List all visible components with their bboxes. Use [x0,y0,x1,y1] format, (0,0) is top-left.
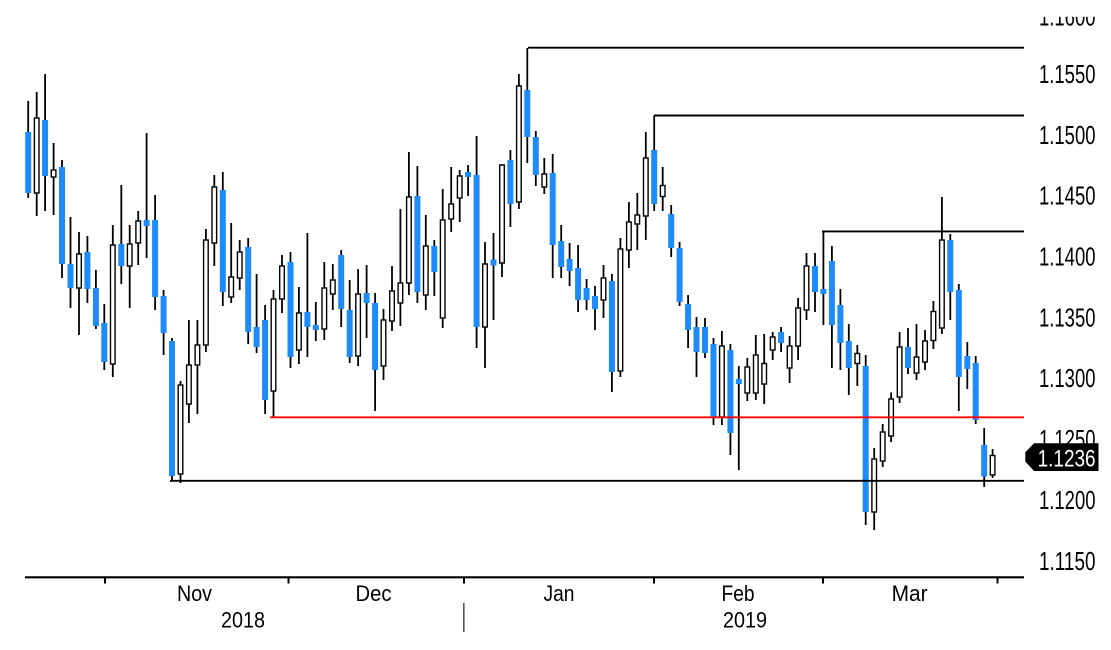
svg-text:1.1350: 1.1350 [1039,304,1096,332]
svg-text:Jan: Jan [544,581,575,606]
svg-text:1.1500: 1.1500 [1039,122,1096,150]
svg-text:Dec: Dec [356,581,392,606]
svg-text:Nov: Nov [177,581,212,606]
svg-text:1.1236: 1.1236 [1038,446,1096,473]
svg-text:2019: 2019 [723,608,767,633]
svg-text:1.1200: 1.1200 [1039,487,1096,515]
svg-text:1.1400: 1.1400 [1039,244,1096,272]
svg-text:Mar: Mar [892,581,928,606]
svg-text:1.1150: 1.1150 [1039,548,1096,576]
svg-text:2018: 2018 [221,608,265,633]
svg-text:1.1450: 1.1450 [1039,183,1096,211]
svg-text:Feb: Feb [722,581,755,606]
svg-text:1.1300: 1.1300 [1039,365,1096,393]
svg-text:1.1550: 1.1550 [1039,61,1096,89]
